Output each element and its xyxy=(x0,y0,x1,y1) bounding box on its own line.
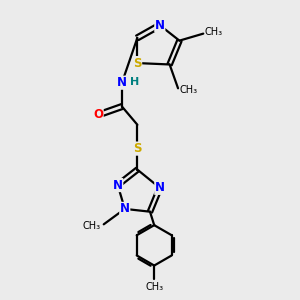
Text: CH₃: CH₃ xyxy=(145,282,163,292)
Text: O: O xyxy=(93,108,103,122)
Text: N: N xyxy=(120,202,130,215)
Text: CH₃: CH₃ xyxy=(205,27,223,37)
Text: S: S xyxy=(133,142,142,155)
Text: N: N xyxy=(113,178,123,192)
Text: N: N xyxy=(155,19,165,32)
Text: N: N xyxy=(155,182,165,194)
Text: CH₃: CH₃ xyxy=(179,85,198,95)
Text: H: H xyxy=(130,77,139,87)
Text: S: S xyxy=(133,57,142,70)
Text: N: N xyxy=(117,76,127,89)
Text: CH₃: CH₃ xyxy=(83,221,101,231)
